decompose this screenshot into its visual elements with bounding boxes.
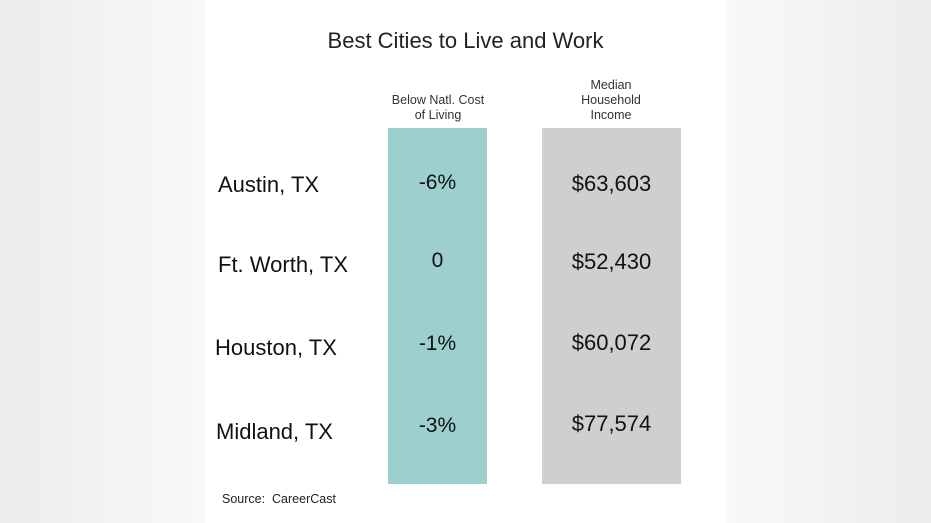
city-label-houston: Houston, TX — [215, 335, 337, 360]
cost-header-line-2: of Living — [414, 108, 462, 122]
cost-of-living-column-band — [388, 128, 487, 484]
median-income-header: Median Household Income — [557, 78, 665, 123]
city-label-austin: Austin, TX — [218, 172, 320, 197]
income-value-midland: $77,574 — [571, 411, 652, 436]
income-value-ft-worth: $52,430 — [571, 249, 652, 274]
city-label-ft-worth: Ft. Worth, TX — [218, 252, 348, 277]
chart-card: Best Cities to Live and Work Below Natl.… — [205, 0, 726, 523]
income-header-line-3: Income — [590, 108, 632, 122]
cost-value-houston: -1% — [418, 332, 457, 355]
income-value-houston: $60,072 — [571, 330, 652, 355]
income-value-austin: $63,603 — [571, 171, 652, 196]
cost-value-ft-worth: 0 — [431, 249, 444, 272]
median-income-column-band — [542, 128, 681, 484]
cost-of-living-header: Below Natl. Cost of Living — [367, 93, 509, 123]
income-header-line-1: Median — [590, 78, 632, 92]
right-backdrop — [726, 0, 931, 523]
source-note: Source: CareerCast — [222, 492, 336, 506]
cost-value-austin: -6% — [418, 171, 457, 194]
left-backdrop — [0, 0, 205, 523]
city-label-midland: Midland, TX — [216, 419, 333, 444]
chart-title: Best Cities to Live and Work — [327, 28, 604, 53]
cost-value-midland: -3% — [418, 414, 457, 437]
income-header-line-2: Household — [581, 93, 641, 107]
cost-header-line-1: Below Natl. Cost — [391, 93, 485, 107]
